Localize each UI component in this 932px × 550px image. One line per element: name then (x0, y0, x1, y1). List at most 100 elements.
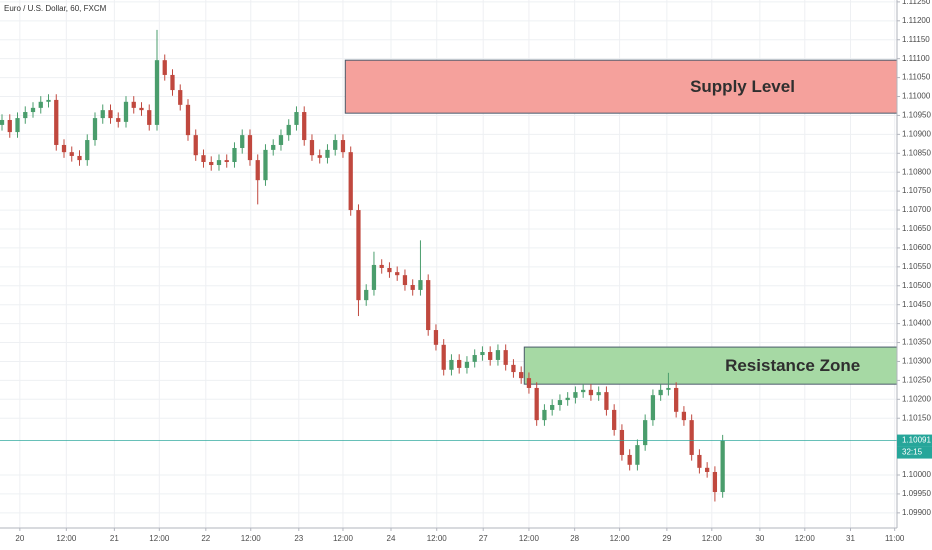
y-tick-label: 1.10900 (902, 129, 931, 138)
candle-body (123, 101, 129, 122)
candle-body (38, 101, 43, 108)
candle-body (681, 411, 687, 421)
candle-body (147, 110, 152, 125)
y-tick-label: 1.10450 (902, 300, 931, 309)
candle-body (619, 429, 625, 455)
candle-body (116, 118, 121, 122)
candle-body (588, 389, 594, 396)
countdown-label: 32:15 (902, 448, 923, 457)
y-tick-label: 1.10250 (902, 375, 931, 384)
y-tick-label: 1.11000 (902, 92, 931, 101)
candle-body (178, 90, 183, 105)
candle-body (542, 409, 547, 421)
x-tick-label: 12:00 (519, 534, 540, 543)
y-tick-label: 1.10650 (902, 224, 931, 233)
candle-body (309, 140, 315, 156)
y-tick-label: 1.10550 (902, 262, 931, 271)
y-tick-label: 1.09950 (902, 489, 931, 498)
candle-body (356, 210, 361, 301)
x-tick-label: 29 (662, 534, 671, 543)
candle-body (674, 387, 679, 412)
candle-body (503, 350, 508, 365)
x-tick-label: 12:00 (241, 534, 262, 543)
candle-body (23, 112, 28, 119)
zone-label: Resistance Zone (725, 356, 860, 375)
zone-label: Supply Level (690, 77, 795, 96)
candle-body (162, 60, 167, 75)
y-tick-label: 1.10600 (902, 243, 931, 252)
candle-body (85, 140, 90, 161)
candle-body (596, 392, 601, 396)
candle-body (565, 397, 570, 401)
y-tick-label: 1.11100 (902, 54, 930, 63)
candle-body (387, 267, 392, 273)
candle-body (433, 330, 439, 345)
candle-body (457, 359, 462, 368)
candle-body (697, 454, 702, 468)
candle-body (247, 135, 253, 161)
countdown-badge (897, 446, 932, 459)
candle-body (705, 467, 710, 472)
candle-body (131, 101, 136, 108)
candle-body (240, 135, 245, 148)
candle-body (627, 454, 632, 465)
candle-body (650, 395, 656, 421)
x-tick-label: 12:00 (333, 534, 354, 543)
last-price-label: 1.10091 (902, 436, 931, 445)
candle-body (61, 144, 67, 153)
candle-body (185, 104, 191, 136)
candle-body (7, 119, 12, 133)
y-tick-label: 1.10700 (902, 205, 931, 214)
candle-body (379, 264, 384, 268)
candle-body (689, 420, 694, 455)
y-tick-label: 1.10300 (902, 357, 931, 366)
candle-body (255, 160, 260, 181)
y-tick-label: 1.10950 (902, 111, 931, 120)
candle-body (712, 471, 718, 493)
candle-body (302, 112, 307, 141)
axes: 1.09900 1.09950 1.10000 1.10150 1.10200 1.102… (15, 0, 932, 543)
candle-body (511, 364, 516, 373)
x-tick-label: 30 (755, 534, 764, 543)
x-tick-label: 28 (570, 534, 579, 543)
zone (344, 59, 898, 114)
candle-body (410, 285, 415, 290)
candle-body (325, 149, 330, 158)
candle-body (519, 372, 524, 379)
x-tick-label: 12:00 (610, 534, 631, 543)
candle-body (604, 392, 609, 410)
candle-body (170, 74, 175, 91)
chart-title: Euro / U.S. Dollar, 60, FXCM (4, 4, 107, 13)
candle-body (464, 361, 470, 368)
y-tick-label: 1.10500 (902, 281, 931, 290)
candle-body (643, 420, 648, 446)
last-price-badge (897, 434, 932, 447)
candle-body (441, 344, 446, 370)
candle-body (232, 147, 237, 162)
candles (0, 29, 897, 502)
candle-body (108, 110, 113, 119)
candle-body (278, 135, 284, 145)
candle-body (720, 440, 725, 493)
x-tick-label: 12:00 (56, 534, 77, 543)
candle-body (534, 387, 539, 421)
x-tick-label: 20 (15, 534, 24, 543)
candle-body (395, 272, 400, 276)
candle-body (472, 355, 477, 362)
candle-body (340, 140, 346, 153)
x-tick-label: 21 (110, 534, 119, 543)
candle-body (333, 140, 338, 150)
x-tick-label: 31 (846, 534, 855, 543)
x-tick-label: 12:00 (702, 534, 723, 543)
candle-body (402, 275, 408, 286)
x-tick-label: 11:00 (885, 534, 905, 543)
candle-body (263, 149, 268, 181)
y-tick-label: 1.09900 (902, 508, 931, 517)
candle-body (480, 352, 485, 356)
candle-body (550, 404, 555, 410)
candle-body (426, 280, 431, 331)
candle-body (348, 152, 353, 211)
y-tick-label: 1.10800 (902, 167, 931, 176)
